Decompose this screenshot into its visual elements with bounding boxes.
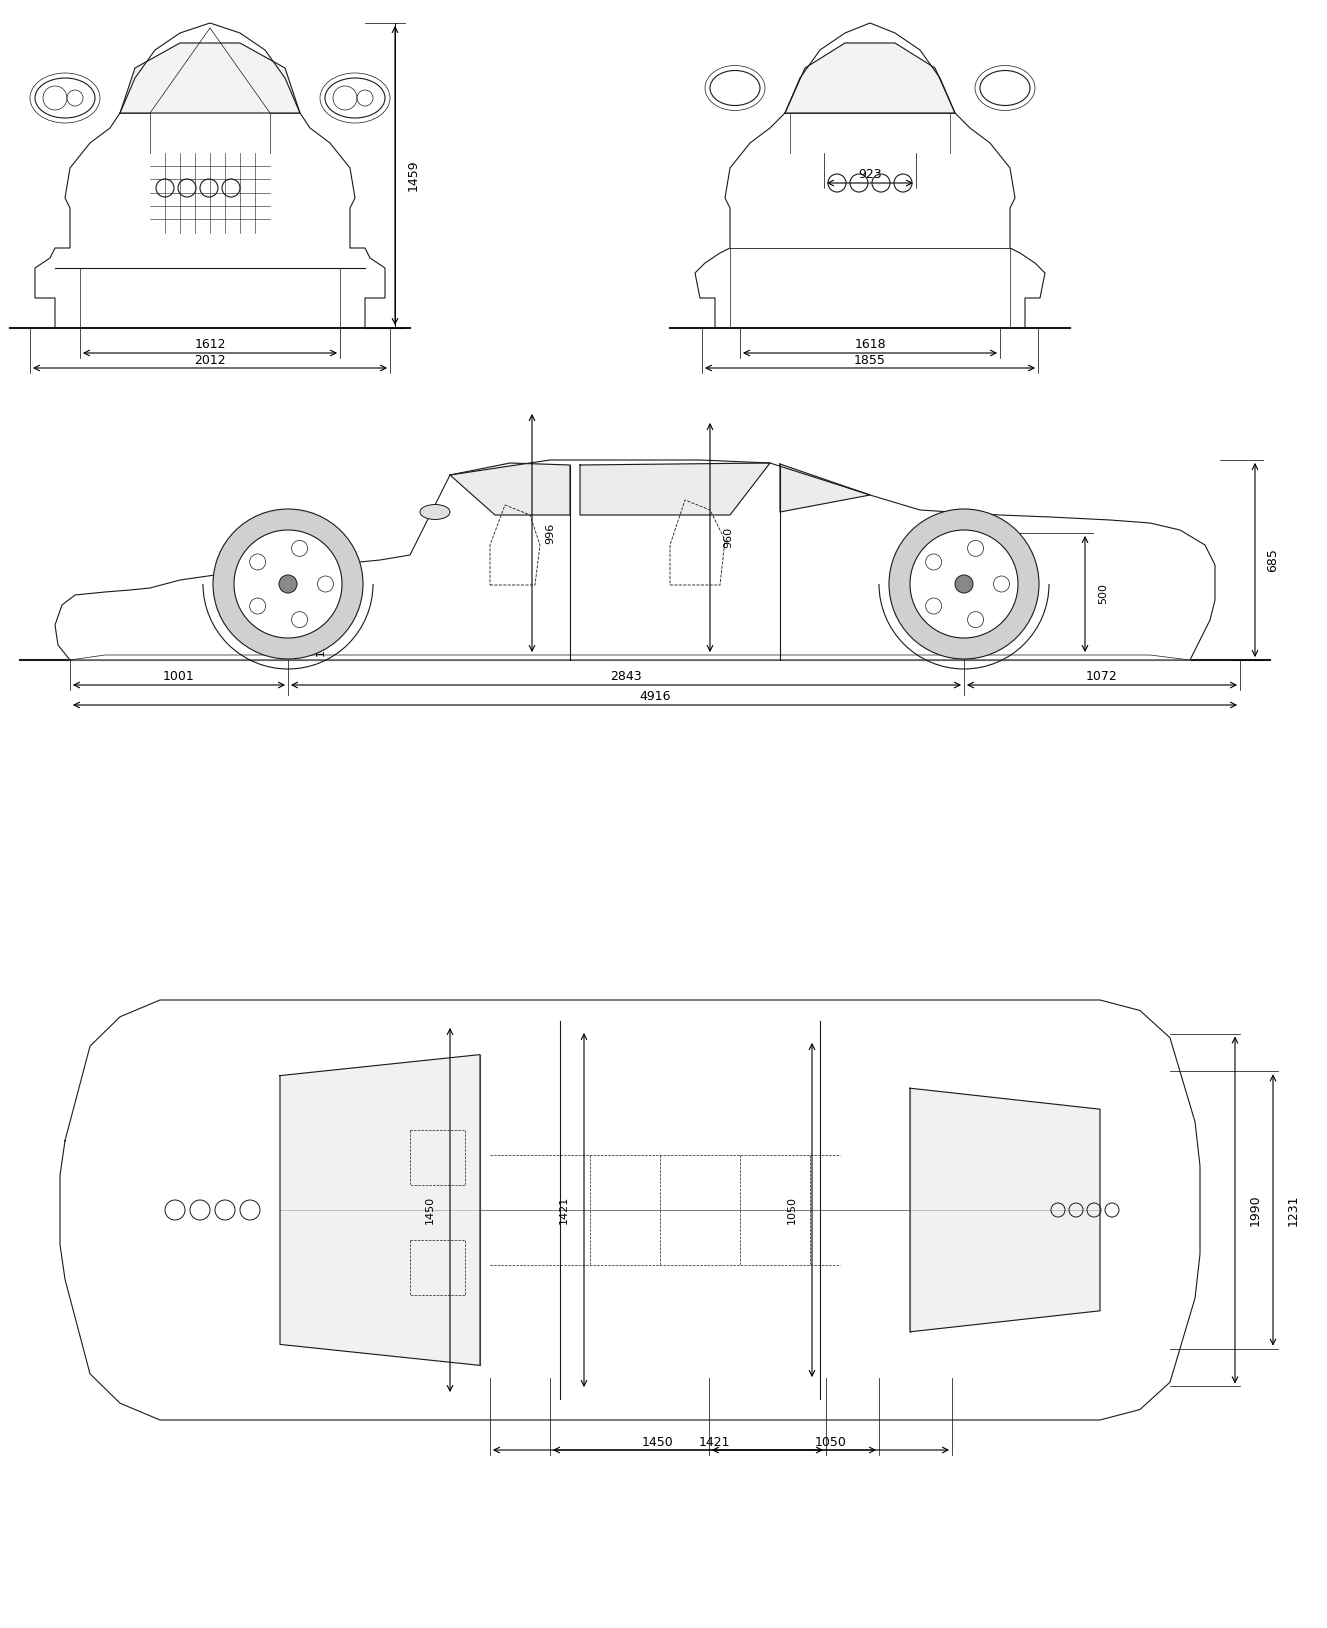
Text: 1421: 1421 xyxy=(699,1436,730,1449)
Text: 1612: 1612 xyxy=(194,339,226,352)
Text: 2843: 2843 xyxy=(610,671,642,684)
Text: 960: 960 xyxy=(723,527,733,549)
Polygon shape xyxy=(580,462,770,514)
Polygon shape xyxy=(910,1088,1100,1332)
Text: 1855: 1855 xyxy=(855,353,886,366)
Polygon shape xyxy=(450,462,571,514)
Circle shape xyxy=(955,575,973,593)
Text: 2012: 2012 xyxy=(194,353,226,366)
Text: 923: 923 xyxy=(859,169,882,181)
Circle shape xyxy=(214,510,364,659)
Text: 1001: 1001 xyxy=(163,671,195,684)
Text: 500: 500 xyxy=(1097,583,1108,604)
Bar xyxy=(410,1241,464,1294)
Polygon shape xyxy=(695,23,1044,327)
Text: 1450: 1450 xyxy=(642,1436,674,1449)
Text: 1231: 1231 xyxy=(1286,1195,1299,1226)
Polygon shape xyxy=(60,1000,1200,1420)
Text: 118: 118 xyxy=(316,635,326,656)
Text: 1421: 1421 xyxy=(559,1197,569,1224)
Bar xyxy=(800,153,940,233)
Bar xyxy=(175,274,245,298)
Text: 1050: 1050 xyxy=(815,1436,847,1449)
Bar xyxy=(520,545,549,554)
Circle shape xyxy=(910,531,1018,638)
Bar xyxy=(150,153,269,233)
Circle shape xyxy=(889,510,1039,659)
Bar xyxy=(835,233,905,252)
Text: 1459: 1459 xyxy=(406,160,419,192)
Polygon shape xyxy=(54,461,1216,659)
Polygon shape xyxy=(780,464,871,511)
Circle shape xyxy=(234,531,342,638)
Ellipse shape xyxy=(421,505,450,519)
Bar xyxy=(410,1130,464,1185)
Polygon shape xyxy=(280,1055,480,1366)
Bar xyxy=(670,545,701,554)
Text: 1050: 1050 xyxy=(787,1197,798,1224)
Text: 4916: 4916 xyxy=(640,690,670,703)
Polygon shape xyxy=(786,42,955,112)
Circle shape xyxy=(279,575,297,593)
Text: 996: 996 xyxy=(545,523,555,544)
Text: 685: 685 xyxy=(1266,549,1279,571)
Text: 1618: 1618 xyxy=(855,339,886,352)
Text: 1990: 1990 xyxy=(1249,1195,1262,1226)
Text: 1072: 1072 xyxy=(1085,671,1117,684)
Text: 1450: 1450 xyxy=(425,1197,435,1224)
Polygon shape xyxy=(35,23,385,327)
Polygon shape xyxy=(119,42,300,112)
